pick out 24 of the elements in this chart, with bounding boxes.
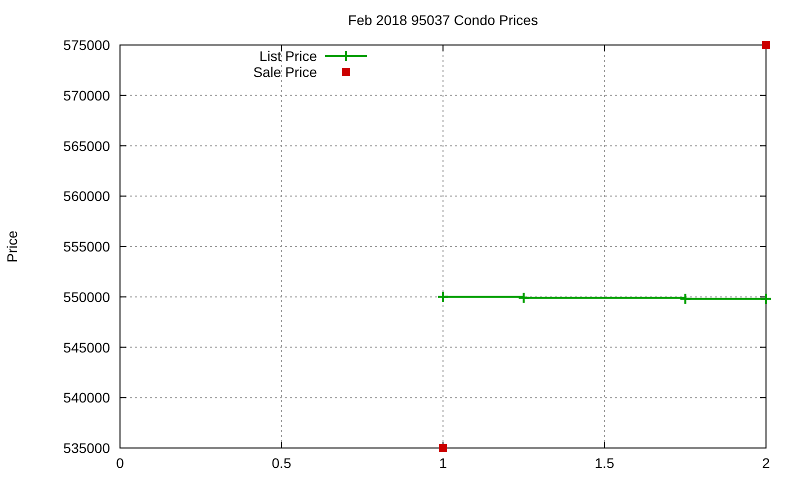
- y-tick-label: 535000: [63, 440, 110, 456]
- y-tick-label: 545000: [63, 339, 110, 356]
- y-tick-label: 540000: [63, 390, 110, 406]
- chart-title: Feb 2018 95037 Condo Prices: [348, 12, 538, 28]
- legend-label: Sale Price: [253, 64, 318, 80]
- y-tick-label: 570000: [63, 87, 110, 104]
- y-tick-label: 560000: [63, 188, 110, 204]
- y-tick-label: 555000: [63, 238, 110, 254]
- x-tick-label: 0.5: [272, 455, 292, 471]
- point: [518, 292, 530, 304]
- y-tick-label: 575000: [63, 37, 110, 53]
- point: [437, 290, 449, 303]
- point: [679, 292, 692, 305]
- legend-label: List Price: [259, 48, 318, 64]
- y-axis-title: Price: [4, 230, 20, 262]
- x-tick-label: 0: [116, 455, 124, 471]
- point: [439, 444, 447, 452]
- x-tick-label: 1: [439, 455, 448, 471]
- y-tick-label: 565000: [63, 138, 110, 154]
- x-tick-label: 1.5: [594, 455, 614, 471]
- x-tick-label: 2: [762, 455, 770, 471]
- y-tick-label: 550000: [63, 288, 110, 305]
- point: [760, 292, 772, 305]
- point: [762, 41, 770, 49]
